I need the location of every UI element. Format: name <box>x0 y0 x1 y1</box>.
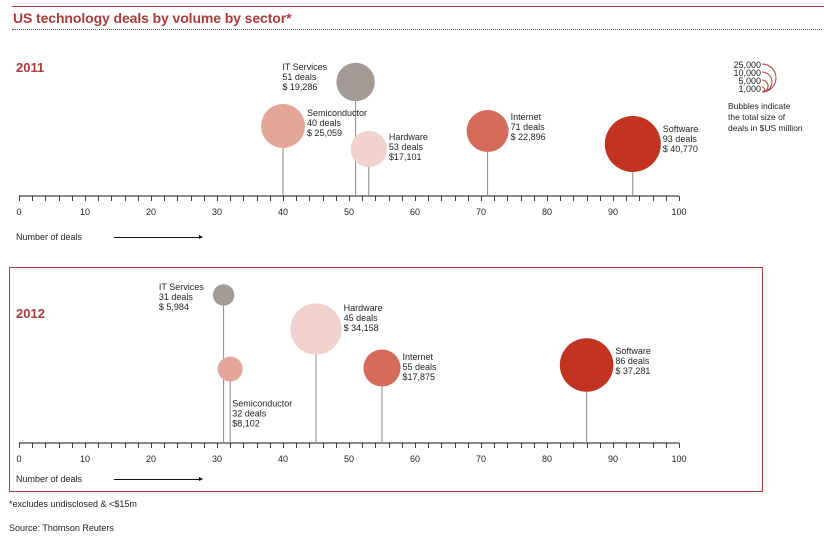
source-note: Source: Thomson Reuters <box>9 523 114 533</box>
bubble-semiconductor <box>217 356 243 382</box>
x-tick-label: 50 <box>344 207 354 217</box>
size-legend-value: 25,000 <box>733 60 761 70</box>
x-tick-label: 30 <box>212 454 222 464</box>
bubble-label-value: $ 37,281 <box>615 366 650 376</box>
bubble-label-sector: IT Services <box>282 62 327 72</box>
bubble-label-sector: IT Services <box>159 282 204 292</box>
bubble-label-value: $ 5,984 <box>159 302 189 312</box>
x-tick-label: 10 <box>80 207 90 217</box>
x-axis-arrow-2012 <box>114 477 203 481</box>
bubble-label-sector: Hardware <box>344 303 383 313</box>
bubble-label-deals: 51 deals <box>282 72 317 82</box>
x-tick-label: 100 <box>671 454 686 464</box>
x-axis-title-2012: Number of deals <box>16 474 83 484</box>
x-tick-label: 80 <box>542 207 552 217</box>
bubble-label-sector: Internet <box>403 352 434 362</box>
bubble-label-deals: 45 deals <box>344 313 379 323</box>
bubble-internet <box>363 349 401 387</box>
title-divider <box>12 29 822 30</box>
bubble-it-services <box>336 62 375 102</box>
bubble-label-sector: Hardware <box>389 132 428 142</box>
x-tick-label: 90 <box>608 207 618 217</box>
size-legend-value: 1,000 <box>738 84 761 94</box>
bubble-label-value: $ 19,286 <box>282 82 317 92</box>
x-tick-label: 0 <box>16 207 21 217</box>
x-tick-label: 40 <box>278 207 288 217</box>
x-tick-label: 100 <box>671 207 686 217</box>
x-tick-label: 0 <box>16 454 21 464</box>
bubble-internet <box>466 110 509 152</box>
bubble-label-deals: 31 deals <box>159 292 194 302</box>
x-tick-label: 90 <box>608 454 618 464</box>
bubble-label-deals: 93 deals <box>663 134 698 144</box>
bubble-semiconductor <box>261 104 305 148</box>
footnote: *excludes undisclosed & <$15m <box>9 499 137 509</box>
bubble-label-value: $ 40,770 <box>663 144 698 154</box>
bubble-label-deals: 71 deals <box>511 122 546 132</box>
size-legend-value: 5,000 <box>738 76 761 86</box>
x-tick-label: 40 <box>278 454 288 464</box>
chart-title: US technology deals by volume by sector* <box>13 10 292 26</box>
bubble-software <box>559 338 614 392</box>
bubble-hardware <box>350 130 387 168</box>
x-tick-label: 20 <box>146 454 156 464</box>
x-tick-label: 50 <box>344 454 354 464</box>
bubble-label-sector: Semiconductor <box>307 108 367 118</box>
bubble-label-value: $ 22,896 <box>511 132 546 142</box>
bubble-label-sector: Semiconductor <box>232 398 292 408</box>
panel-2012 <box>9 267 763 492</box>
size-legend-description: Bubbles indicate the total size of deals… <box>728 101 803 133</box>
x-tick-label: 30 <box>212 207 222 217</box>
x-tick-label: 80 <box>542 454 552 464</box>
bubble-hardware <box>290 303 342 355</box>
size-legend-value: 10,000 <box>733 68 761 78</box>
x-tick-label: 20 <box>146 207 156 217</box>
bubble-label-value: $17,875 <box>403 372 436 382</box>
bubble-label-sector: Internet <box>511 112 542 122</box>
bubble-label-value: $ 34,158 <box>344 323 379 333</box>
size-legend-values: 25,000 10,000 5,000 1,000 <box>727 60 761 94</box>
x-tick-label: 60 <box>410 207 420 217</box>
x-tick-label: 70 <box>476 454 486 464</box>
bubble-label-deals: 40 deals <box>307 118 342 128</box>
size-legend-arcs-icon <box>761 63 777 93</box>
bubble-label-deals: 32 deals <box>232 408 267 418</box>
year-label-2012: 2012 <box>16 306 45 321</box>
x-tick-label: 60 <box>410 454 420 464</box>
bubble-label-value: $17,101 <box>389 152 422 162</box>
x-tick-label: 70 <box>476 207 486 217</box>
top-rule <box>12 6 824 7</box>
bubble-label-sector: Software <box>663 124 699 134</box>
size-legend: 25,000 10,000 5,000 1,000 Bubbles indica… <box>727 60 803 134</box>
year-label-2011: 2011 <box>16 60 45 75</box>
bubble-software <box>604 116 661 172</box>
bubble-label-sector: Software <box>615 346 651 356</box>
bubble-label-deals: 53 deals <box>389 142 424 152</box>
x-axis-arrow-2011 <box>114 235 203 239</box>
bubble-label-value: $ 25,059 <box>307 128 342 138</box>
bubble-label-deals: 86 deals <box>615 356 650 366</box>
bubble-label-value: $8,102 <box>232 418 260 428</box>
x-axis-title-2011: Number of deals <box>16 232 83 242</box>
bubble-it-services <box>212 284 235 306</box>
x-tick-label: 10 <box>80 454 90 464</box>
bubble-label-deals: 55 deals <box>403 362 438 372</box>
